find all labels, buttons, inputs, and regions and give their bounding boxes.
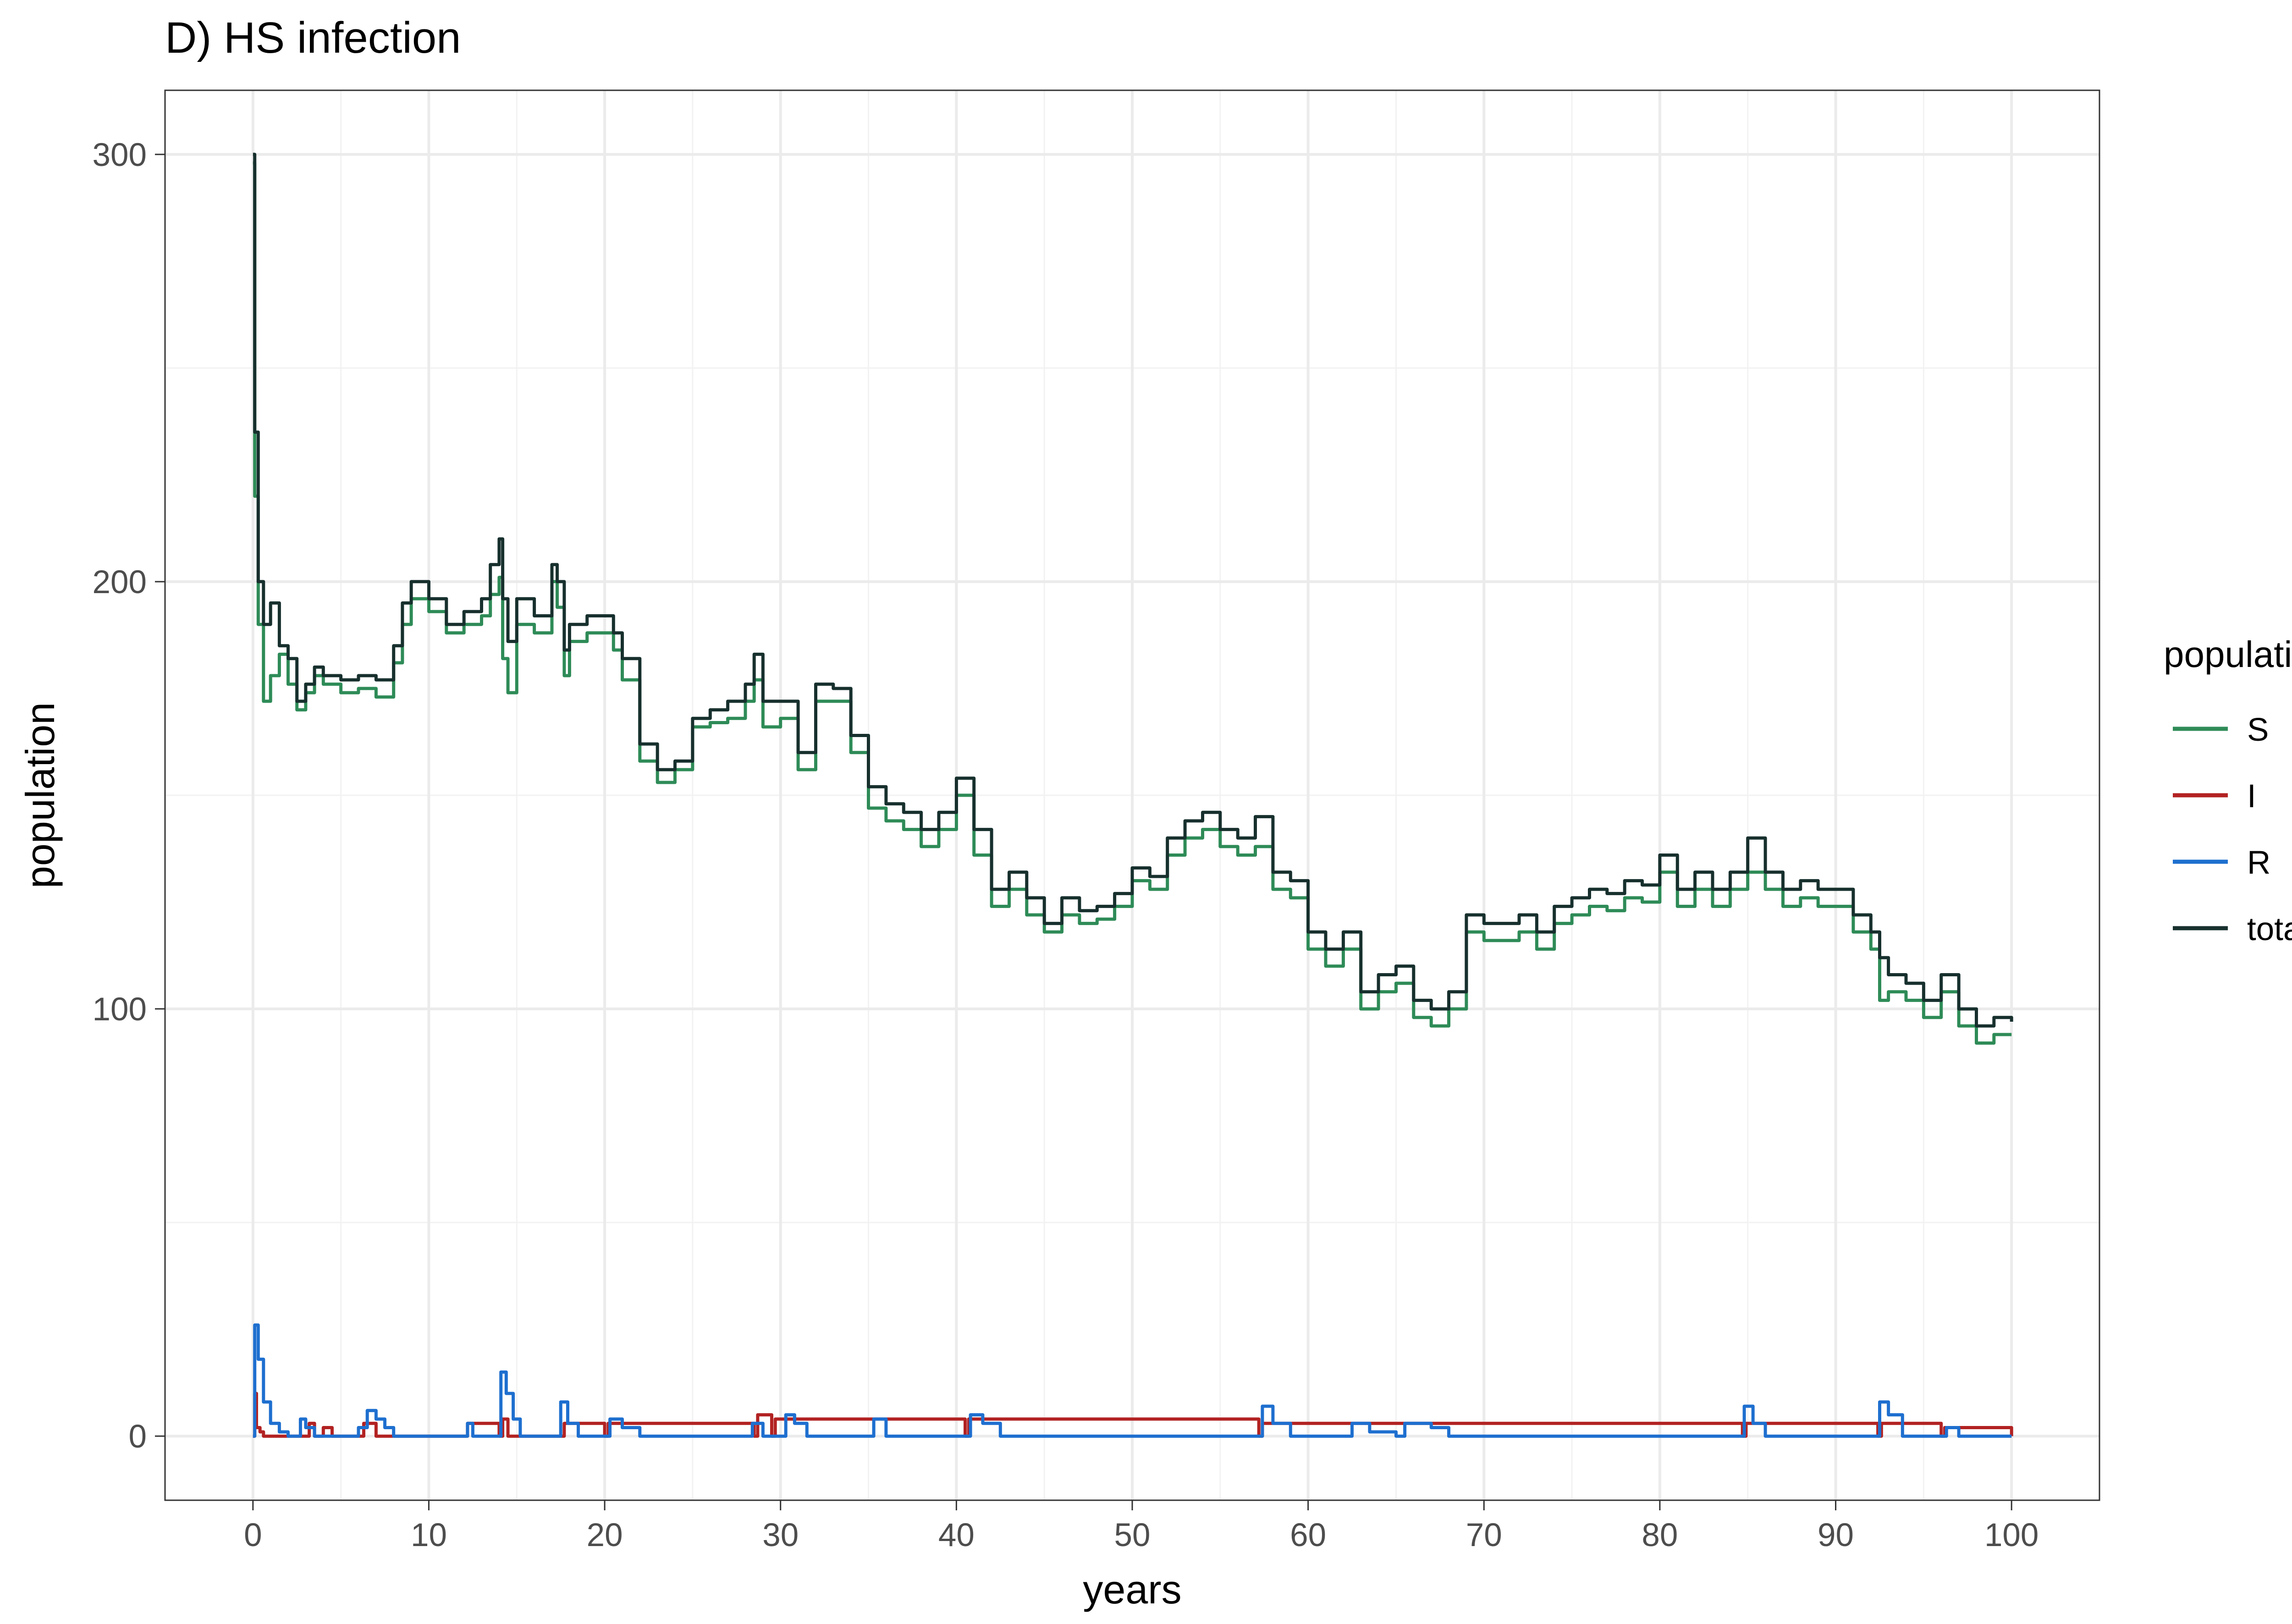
series-group xyxy=(253,153,2013,1438)
chart-title: D) HS infection xyxy=(165,13,461,62)
legend-label-S: S xyxy=(2247,712,2269,748)
y-tick-label: 200 xyxy=(93,564,147,600)
x-tick-label: 100 xyxy=(1984,1517,2039,1553)
series-line-R xyxy=(253,1323,2012,1438)
x-tick-label: 60 xyxy=(1290,1517,1326,1553)
x-tick-label: 90 xyxy=(1818,1517,1854,1553)
series-line-total xyxy=(253,153,2013,1028)
y-axis-title: population xyxy=(17,702,63,888)
x-tick-label: 80 xyxy=(1642,1517,1678,1553)
y-axis: 0 100 200 300 xyxy=(93,137,165,1455)
x-tick-label: 30 xyxy=(762,1517,799,1553)
x-tick-label: 0 xyxy=(244,1517,262,1553)
legend-title: population xyxy=(2164,634,2292,675)
legend-label-I: I xyxy=(2247,778,2256,815)
x-tick-label: 20 xyxy=(587,1517,623,1553)
y-tick-label: 300 xyxy=(93,137,147,173)
legend: population SIRtotal xyxy=(2164,634,2292,947)
series-line-S xyxy=(253,161,2012,1045)
x-axis: 0 10 20 30 40 50 60 70 80 90 100 xyxy=(244,1500,2039,1553)
x-tick-label: 50 xyxy=(1114,1517,1151,1553)
y-tick-label: 100 xyxy=(93,991,147,1028)
x-tick-label: 70 xyxy=(1466,1517,1502,1553)
x-tick-label: 40 xyxy=(938,1517,975,1553)
x-tick-label: 10 xyxy=(411,1517,447,1553)
legend-label-total: total xyxy=(2247,911,2292,947)
x-axis-title: years xyxy=(1083,1567,1181,1612)
legend-label-R: R xyxy=(2247,845,2270,881)
y-tick-label: 0 xyxy=(129,1419,147,1455)
